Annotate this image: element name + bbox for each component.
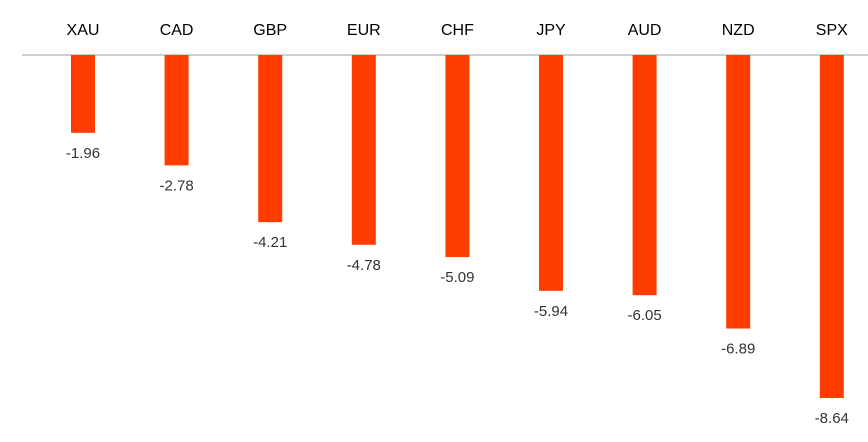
bar-cad bbox=[164, 55, 189, 166]
category-label-aud: AUD bbox=[628, 22, 662, 39]
value-label-chf: -5.09 bbox=[440, 269, 474, 286]
bar-xau bbox=[71, 55, 95, 133]
category-label-nzd: NZD bbox=[722, 22, 755, 39]
value-labels-group: -1.96 -2.78 -4.21 -4.78 -5.09 -5.94 -6.05 -6.89… bbox=[66, 145, 849, 427]
bar-gbp bbox=[258, 55, 283, 223]
category-label-spx: SPX bbox=[816, 22, 848, 39]
category-label-eur: EUR bbox=[347, 22, 381, 39]
category-labels-group: XAU CAD GBP EUR CHF JPY AUD NZD SPX bbox=[67, 22, 849, 39]
bars-group bbox=[71, 55, 844, 399]
value-label-gbp: -4.21 bbox=[253, 234, 287, 251]
category-label-xau: XAU bbox=[67, 22, 100, 39]
category-label-gbp: GBP bbox=[253, 22, 287, 39]
value-label-aud: -6.05 bbox=[627, 307, 661, 324]
bar-chf bbox=[445, 55, 470, 258]
bar-aud bbox=[632, 55, 657, 296]
value-label-jpy: -5.94 bbox=[534, 303, 568, 320]
value-label-cad: -2.78 bbox=[159, 177, 193, 194]
bar-spx bbox=[819, 55, 844, 399]
bar-nzd bbox=[726, 55, 751, 329]
category-label-chf: CHF bbox=[441, 22, 474, 39]
value-label-spx: -8.64 bbox=[815, 410, 849, 427]
bar-eur bbox=[351, 55, 376, 245]
value-label-xau: -1.96 bbox=[66, 145, 100, 162]
bar-jpy bbox=[539, 55, 563, 291]
category-label-cad: CAD bbox=[160, 22, 194, 39]
category-label-jpy: JPY bbox=[536, 22, 566, 39]
value-label-nzd: -6.89 bbox=[721, 341, 755, 358]
value-label-eur: -4.78 bbox=[347, 257, 381, 274]
